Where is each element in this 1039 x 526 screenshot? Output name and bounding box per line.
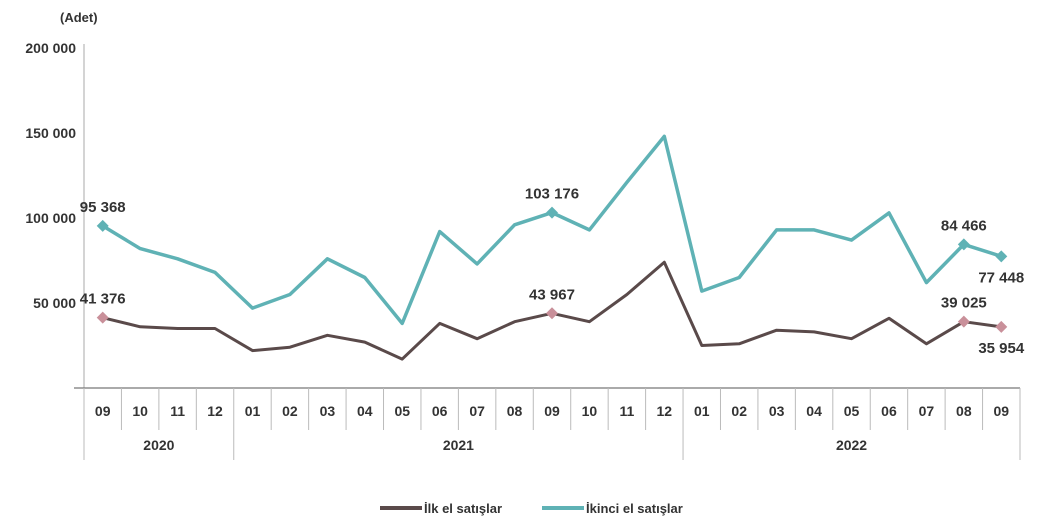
- x-tick-label: 08: [507, 403, 523, 419]
- unit-label: (Adet): [60, 10, 98, 25]
- x-tick-label: 09: [993, 403, 1009, 419]
- y-tick-label: 100 000: [25, 210, 76, 226]
- data-label: 41 376: [80, 291, 126, 308]
- x-tick-label: 03: [769, 403, 785, 419]
- x-tick-label: 11: [170, 403, 185, 419]
- year-label: 2020: [143, 437, 174, 453]
- x-tick-label: 12: [207, 403, 223, 419]
- data-label: 103 176: [525, 186, 579, 203]
- y-tick-label: 150 000: [25, 125, 76, 141]
- series-marker: [995, 320, 1008, 333]
- y-axis: 50 000 100 000 150 000 200 000: [25, 40, 85, 388]
- data-label: 43 967: [529, 286, 575, 303]
- series-marker: [957, 238, 970, 251]
- x-tick-label: 07: [919, 403, 935, 419]
- data-labels: 41 376 43 967 39 025 35 954 95 368 103 176 84 …: [80, 186, 1025, 357]
- legend-label: İlk el satışlar: [424, 501, 502, 516]
- series-marker: [546, 307, 558, 320]
- legend-label: İkinci el satışlar: [586, 501, 683, 516]
- x-tick-label: 03: [320, 403, 336, 419]
- data-label: 35 954: [978, 340, 1025, 357]
- x-tick-label: 09: [544, 403, 560, 419]
- x-tick-label: 01: [245, 403, 261, 419]
- year-label: 2021: [443, 437, 474, 453]
- data-label: 84 466: [941, 217, 987, 234]
- series-marker: [546, 206, 558, 219]
- y-tick-label: 50 000: [33, 295, 76, 311]
- x-tick-label: 02: [731, 403, 747, 419]
- x-tick-label: 12: [657, 403, 673, 419]
- x-tick-label: 08: [956, 403, 972, 419]
- series-marker: [957, 315, 970, 328]
- data-label: 77 448: [978, 269, 1024, 286]
- x-tick-label: 07: [469, 403, 485, 419]
- x-tick-label: 09: [95, 403, 111, 419]
- x-tick-label: 05: [844, 403, 860, 419]
- x-tick-label: 10: [582, 403, 598, 419]
- x-tick-label: 02: [282, 403, 298, 419]
- data-label: 39 025: [941, 295, 987, 312]
- x-tick-label: 10: [132, 403, 148, 419]
- x-tick-label: 01: [694, 403, 710, 419]
- x-tick-label: 04: [357, 403, 373, 419]
- x-axis: 09 10 11 12 01 02 03 04 05 06 07 08 09 10 11 12 01 02 03 04…: [74, 387, 1021, 460]
- x-tick-label: 11: [619, 403, 634, 419]
- series-marker: [995, 250, 1008, 263]
- series-marker: [96, 311, 109, 324]
- y-tick-label: 200 000: [25, 40, 76, 56]
- x-tick-label: 05: [394, 403, 410, 419]
- series-marker: [96, 219, 109, 232]
- year-label: 2022: [836, 437, 867, 453]
- series-layer: [96, 134, 1008, 361]
- data-label: 95 368: [80, 199, 126, 216]
- x-tick-label: 04: [806, 403, 822, 419]
- x-tick-label: 06: [881, 403, 897, 419]
- x-tick-label: 06: [432, 403, 448, 419]
- legend: İlk el satışlar İkinci el satışlar: [380, 501, 683, 516]
